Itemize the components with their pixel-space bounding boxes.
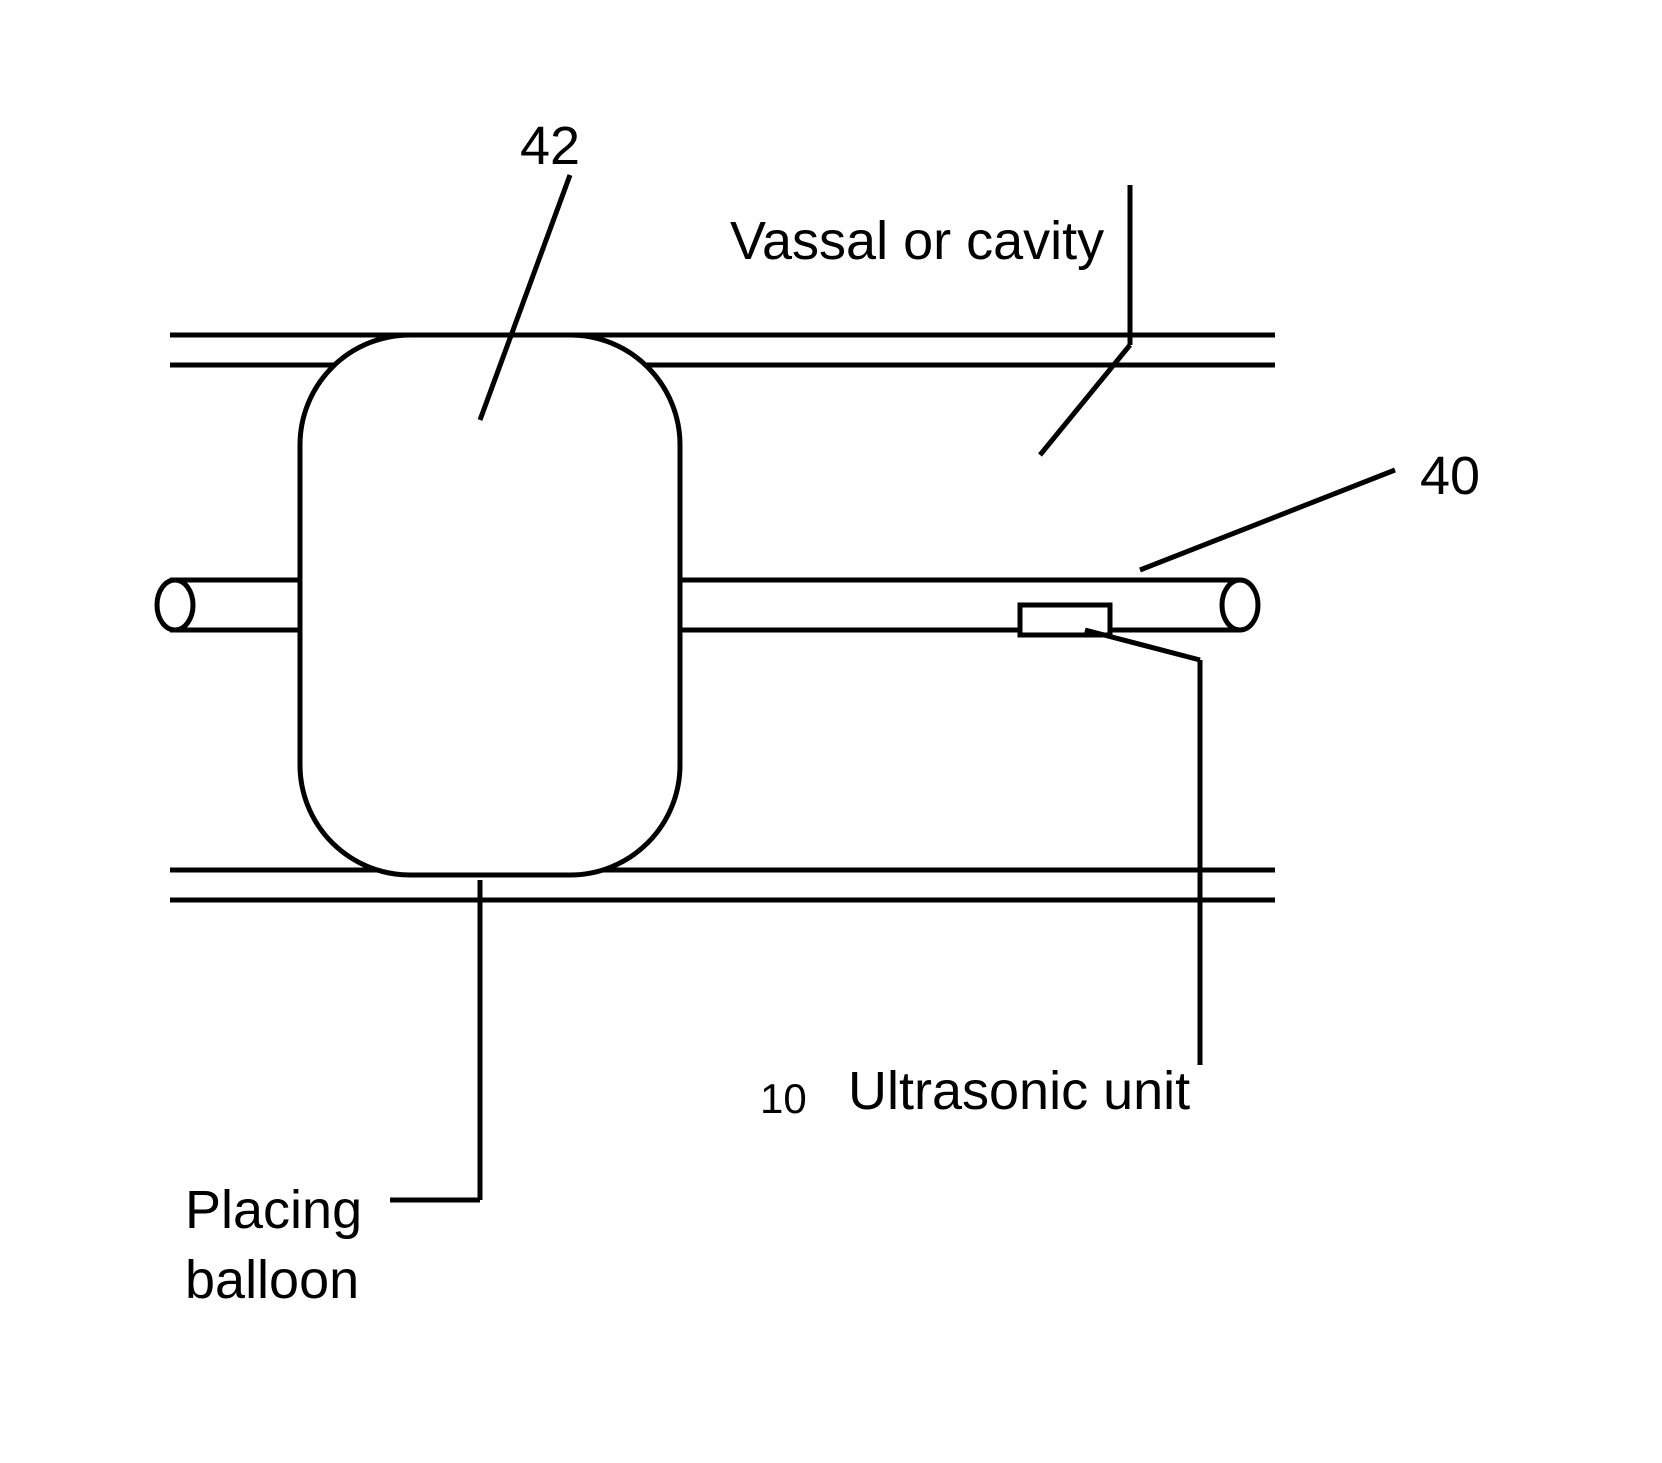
label-ref-40: 40 [1420,445,1480,507]
leader-40 [1140,470,1395,570]
label-ref-42: 42 [520,115,580,177]
leader-vassal-diagonal [1040,345,1130,455]
balloon-shape [300,335,680,875]
leader-ultrasonic-diagonal [1085,630,1200,660]
catheter-right-cap [1222,580,1258,630]
catheter-left-cap [157,580,193,630]
label-ultrasonic-unit: Ultrasonic unit [848,1060,1190,1122]
label-placing-balloon: Placing balloon [185,1175,362,1315]
label-ref-10: 10 [760,1075,807,1123]
label-vassal-cavity: Vassal or cavity [730,210,1104,272]
